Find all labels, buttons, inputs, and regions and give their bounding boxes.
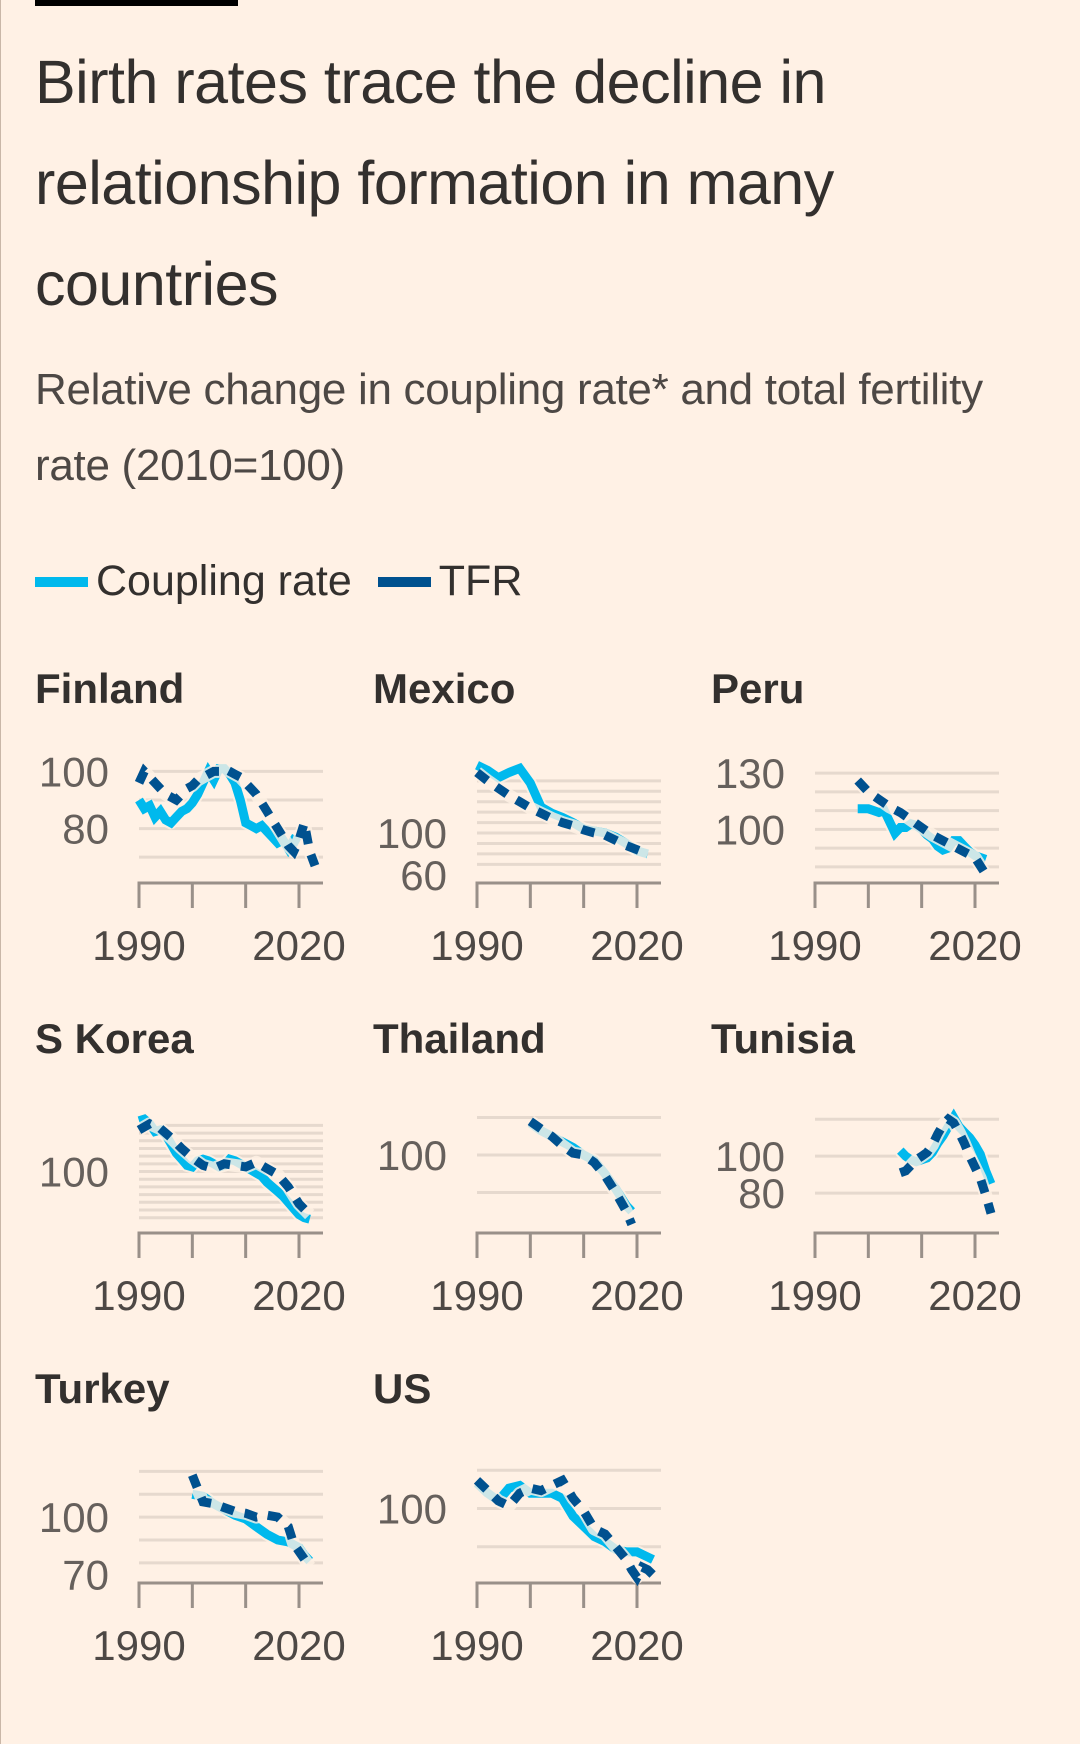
x-tick-label: 2020 — [928, 922, 1021, 969]
panel-s-korea: S Korea 100 1990 2020 — [35, 1015, 365, 1355]
panel-plot: 130 100 1990 2020 — [715, 750, 1022, 969]
y-tick-label: 100 — [715, 806, 785, 853]
panel-title: Mexico — [373, 665, 516, 712]
x-tick-label: 2020 — [252, 1622, 345, 1669]
panel-title: Finland — [35, 665, 185, 712]
y-tick-label: 80 — [62, 806, 109, 853]
y-tick-label: 100 — [377, 810, 447, 857]
panel-title: Thailand — [373, 1015, 546, 1062]
chart-subtitle: Relative change in coupling rate* and to… — [35, 365, 983, 490]
x-tick-label: 1990 — [430, 1272, 523, 1319]
panel-title: US — [373, 1365, 432, 1412]
x-tick-label: 1990 — [430, 922, 523, 969]
x-tick-label: 2020 — [928, 1272, 1021, 1319]
series-halo — [526, 1115, 638, 1227]
y-tick-label: 100 — [715, 1133, 785, 1180]
panel-plot: 100 80 1990 2020 — [39, 748, 346, 969]
y-tick-label: 100 — [39, 1494, 109, 1541]
panel-title: S Korea — [35, 1015, 194, 1062]
x-tick-label: 1990 — [92, 1272, 185, 1319]
x-tick-label: 1990 — [768, 1272, 861, 1319]
panel-finland: Finland 100 80 1990 2020 — [35, 665, 365, 1005]
x-tick-label: 1990 — [92, 922, 185, 969]
legend-swatch-coupling — [35, 576, 88, 587]
y-tick-label: 80 — [738, 1170, 785, 1217]
x-tick-label: 1990 — [768, 922, 861, 969]
panel-us: US 100 1990 2020 — [373, 1365, 703, 1705]
legend-swatch-tfr — [377, 576, 431, 587]
series-line-tfr — [527, 1117, 636, 1227]
y-tick-label: 130 — [715, 750, 785, 797]
x-tick-label: 2020 — [590, 922, 683, 969]
panel-title: Tunisia — [711, 1015, 855, 1062]
x-tick-label: 2020 — [252, 1272, 345, 1319]
series-line-tfr — [136, 1118, 313, 1218]
legend-label-tfr: TFR — [438, 557, 523, 605]
panel-peru: Peru 130 100 1990 2020 — [711, 665, 1041, 1005]
legend-label-coupling: Coupling rate — [96, 557, 352, 605]
series-halo — [133, 762, 322, 868]
panel-tunisia: Tunisia 100 80 1990 2020 — [711, 1015, 1041, 1355]
panel-plot: 100 1990 2020 — [39, 1112, 346, 1319]
chart-title: Birth rates trace the decline in relatio… — [35, 48, 834, 318]
series-line-tfr — [474, 768, 650, 859]
series-halo — [186, 1472, 316, 1571]
legend-item-coupling: Coupling rate — [35, 557, 352, 606]
x-tick-label: 2020 — [590, 1272, 683, 1319]
panel-turkey: Turkey 100 70 1990 2020 — [35, 1365, 365, 1705]
legend-item-tfr: TFR — [377, 557, 523, 606]
brand-bar — [35, 0, 238, 6]
legend: Coupling rate TFR — [35, 557, 548, 606]
series-line-tfr — [854, 777, 990, 877]
panel-title: Peru — [711, 665, 805, 712]
panel-plot: 100 70 1990 2020 — [39, 1469, 346, 1669]
series-line-tfr — [188, 1473, 314, 1570]
x-tick-label: 1990 — [92, 1622, 185, 1669]
y-tick-label: 100 — [377, 1486, 447, 1533]
panel-mexico: Mexico 100 60 1990 2020 — [373, 665, 703, 1005]
y-tick-label: 100 — [39, 1149, 109, 1196]
x-tick-label: 1990 — [430, 1622, 523, 1669]
panel-plot: 100 1990 2020 — [377, 1115, 684, 1319]
y-tick-label: 70 — [62, 1551, 109, 1598]
series-line-tfr — [473, 1474, 657, 1587]
panel-thailand: Thailand 100 1990 2020 — [373, 1015, 703, 1355]
panel-plot: 100 1990 2020 — [377, 1468, 684, 1669]
x-tick-label: 2020 — [252, 922, 345, 969]
panel-title: Turkey — [35, 1365, 170, 1412]
y-tick-label: 60 — [400, 852, 447, 899]
x-tick-label: 2020 — [590, 1622, 683, 1669]
series-line-tfr — [898, 1113, 996, 1215]
y-tick-label: 100 — [39, 748, 109, 795]
y-tick-label: 100 — [377, 1132, 447, 1179]
